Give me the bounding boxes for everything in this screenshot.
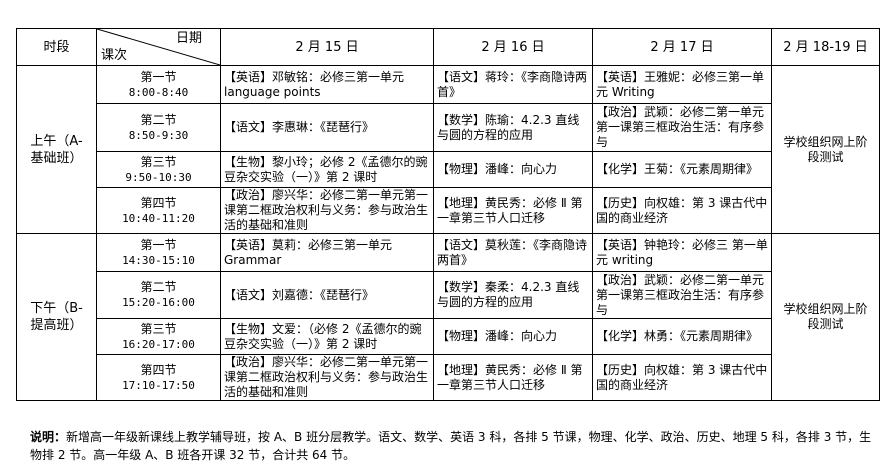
class-cell: 【语文】李惠琳：《琵琶行》 (220, 103, 434, 152)
table-row: 第二节 8:50-9:30 【语文】李惠琳：《琵琶行》 【数学】陈瑜：4.2.3 … (17, 103, 880, 152)
lesson-cell: 第二节 8:50-9:30 (96, 103, 221, 152)
lesson-name: 第三节 (140, 154, 177, 169)
date-label: 日期 (175, 31, 202, 46)
table-row: 上午（A-基础班） 第一节 8:00-8:40 【英语】邓敏铭：必修三第一单元 l… (16, 65, 880, 234)
lesson-time: 16:20-17:00 (122, 337, 195, 351)
class-cell: 【数学】秦柔：4.2.3 直线与圆的方程的应用 (433, 271, 593, 319)
class-cell: 【化学】林勇：《元素周期律》 (592, 318, 772, 355)
schedule-table: 时段 日期 课次 2 月 15 日 2 月 16 日 2 月 17 日 2 月 … (16, 28, 880, 401)
class-cell: 【英语】邓敏铭：必修三第一单元 language points (220, 65, 434, 104)
lesson-cell: 第四节 17:10-17:50 (96, 354, 221, 401)
lesson-name: 第二节 (140, 280, 177, 294)
date-lesson-header: 日期 课次 (96, 28, 221, 66)
exam-cell: 学校组织网上阶段测试 (771, 65, 880, 234)
class-cell: 【英语】钟艳玲：必修三 第一单元 writing (592, 233, 772, 272)
lesson-name: 第四节 (140, 362, 177, 377)
class-cell: 【物理】潘峰：向心力 (433, 318, 593, 355)
lesson-cell: 第二节 15:20-16:00 (96, 271, 221, 319)
footnote: 说明：新增高一年级新课线上教学辅导班，按 A、B 班分层教学。语文、数学、英语 … (30, 428, 880, 464)
class-cell: 【地理】黄民秀：必修 Ⅱ 第一章第三节人口迁移 (433, 354, 593, 401)
table-row: 第二节 15:20-16:00 【语文】刘嘉德：《琵琶行》 【数学】秦柔：4.2.… (17, 271, 880, 319)
lesson-time: 17:10-17:50 (122, 378, 195, 392)
table-row: 第三节 9:50-10:30 【生物】黎小玲；必修 2《孟德尔的豌豆杂交实验（一）… (17, 151, 880, 188)
class-cell: 【语文】刘嘉德：《琵琶行》 (220, 271, 434, 319)
period-header: 时段 (16, 28, 97, 66)
class-cell: 【地理】黄民秀：必修 Ⅱ 第一章第三节人口迁移 (433, 187, 593, 234)
class-cell: 【英语】王雅妮：必修三第一单元 Writing (592, 65, 772, 104)
class-cell: 【生物】黎小玲；必修 2《孟德尔的豌豆杂交实验（一）》第 2 课时 (220, 151, 434, 188)
class-cell: 【物理】潘峰：向心力 (433, 151, 593, 188)
lesson-cell: 第三节 9:50-10:30 (96, 151, 221, 188)
lesson-name: 第三节 (140, 321, 177, 336)
lesson-time: 15:20-16:00 (122, 296, 195, 309)
lesson-name: 第一节 (140, 69, 177, 84)
class-cell: 【英语】莫莉：必修三第一单元 Grammar (220, 233, 434, 272)
footnote-label: 说明： (30, 430, 67, 444)
lesson-time: 14:30-15:10 (122, 253, 195, 267)
date-header: 2 月 15 日 (220, 28, 434, 66)
class-cell: 【生物】文爱：（必修 2《孟德尔的豌豆杂交实验（一）》第 2 课时 (220, 318, 434, 355)
lesson-time: 9:50-10:30 (125, 170, 192, 184)
date-header: 2 月 17 日 (592, 28, 772, 66)
class-cell: 【政治】廖兴华：必修二第一单元第一课第二框政治权利与义务：参与政治生活的基础和准… (220, 187, 434, 234)
lesson-cell: 第四节 10:40-11:20 (96, 187, 221, 234)
lesson-time: 8:00-8:40 (128, 85, 189, 99)
lesson-cell: 第一节 8:00-8:40 (96, 65, 221, 104)
class-cell: 【政治】廖兴华：必修二第一单元第一课第二框政治权利与义务：参与政治生活的基础和准… (220, 354, 434, 401)
class-cell: 【历史】向权雄：第 3 课古代中国的商业经济 (592, 187, 772, 234)
table-row: 第三节 16:20-17:00 【生物】文爱：（必修 2《孟德尔的豌豆杂交实验（一… (17, 318, 880, 355)
lesson-label: 课次 (101, 48, 128, 63)
lesson-name: 第一节 (140, 237, 177, 252)
lesson-time: 10:40-11:20 (122, 211, 195, 225)
class-cell: 【政治】武颖：必修二第一单元第一课第三框政治生活：有序参与 (592, 271, 772, 319)
class-cell: 【语文】蒋玲：《李商隐诗两首》 (433, 65, 593, 104)
class-cell: 【政治】武颖：必修二第一单元第一课第三框政治生活：有序参与 (592, 103, 772, 152)
lesson-cell: 第三节 16:20-17:00 (96, 318, 221, 355)
date-header: 2 月 18-19 日 (771, 28, 880, 66)
table-row: 第四节 17:10-17:50 【政治】廖兴华：必修二第一单元第一课第二框政治权利… (17, 354, 880, 401)
lesson-cell: 第一节 14:30-15:10 (96, 233, 221, 272)
lesson-name: 第二节 (140, 112, 177, 127)
session-cell: 下午（B-提高班） (16, 233, 97, 401)
lesson-time: 8:50-9:30 (128, 128, 189, 142)
footnote-text: 新增高一年级新课线上教学辅导班，按 A、B 班分层教学。语文、数学、英语 3 科… (30, 430, 872, 462)
class-cell: 【历史】向权雄：第 3 课古代中国的商业经济 (592, 354, 772, 401)
header-row: 时段 日期 课次 2 月 15 日 2 月 16 日 2 月 17 日 2 月 … (16, 28, 880, 66)
exam-cell: 学校组织网上阶段测试 (771, 233, 880, 401)
diagonal-line (97, 29, 220, 65)
session-cell: 上午（A-基础班） (16, 65, 97, 234)
class-cell: 【数学】陈瑜：4.2.3 直线与圆的方程的应用 (433, 103, 593, 152)
lesson-name: 第四节 (140, 195, 177, 210)
class-cell: 【化学】王菊：《元素周期律》 (592, 151, 772, 188)
table-row: 第四节 10:40-11:20 【政治】廖兴华：必修二第一单元第一课第二框政治权利… (17, 187, 880, 234)
date-header: 2 月 16 日 (433, 28, 593, 66)
table-row: 下午（B-提高班） 第一节 14:30-15:10 【英语】莫莉：必修三第一单元 … (16, 233, 880, 401)
class-cell: 【语文】莫秋莲：《李商隐诗两首》 (433, 233, 593, 272)
